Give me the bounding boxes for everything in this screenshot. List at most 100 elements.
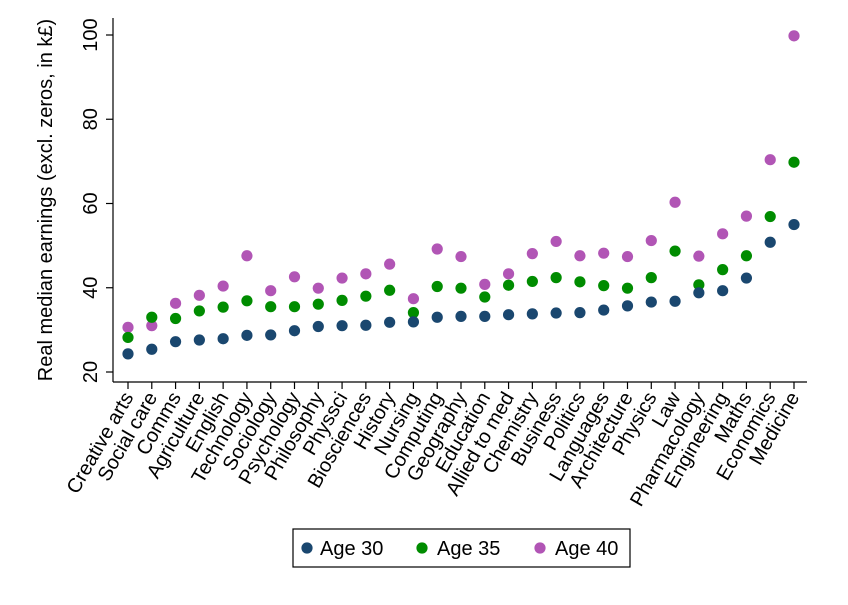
data-point: [312, 320, 324, 333]
data-point: [693, 279, 705, 291]
data-point: [265, 301, 277, 313]
data-point: [764, 236, 776, 248]
data-point: [669, 295, 681, 307]
data-point: [288, 301, 301, 313]
data-point: [502, 279, 515, 291]
series-age-40: [122, 30, 800, 333]
data-point: [384, 284, 396, 296]
data-point: [788, 30, 800, 42]
data-point: [621, 250, 634, 263]
data-point: [407, 307, 420, 319]
legend-label: Age 40: [555, 538, 618, 560]
data-point: [574, 307, 586, 319]
data-point: [312, 298, 324, 310]
legend-label: Age 30: [320, 538, 383, 560]
data-point: [502, 309, 515, 321]
series-age-30: [122, 218, 800, 360]
data-point: [407, 293, 420, 305]
data-point: [217, 280, 229, 292]
data-point: [479, 310, 491, 322]
legend-marker: [301, 542, 313, 554]
data-point: [740, 272, 753, 284]
data-point: [479, 278, 491, 290]
data-point: [455, 310, 467, 322]
y-ticks: 20 40 60 80 100: [80, 18, 113, 383]
data-point: [384, 316, 396, 328]
data-point: [764, 210, 776, 223]
data-point: [550, 272, 562, 284]
data-point: [740, 250, 753, 262]
data-point: [645, 272, 657, 284]
data-point: [431, 243, 443, 255]
data-point: [550, 307, 562, 319]
legend-marker: [534, 542, 546, 554]
data-point: [265, 329, 277, 341]
data-point: [193, 305, 205, 317]
data-point: [526, 308, 538, 320]
y-tick-label: 80: [80, 108, 102, 130]
data-point: [502, 268, 515, 280]
data-point: [146, 320, 158, 332]
data-point: [479, 291, 491, 303]
data-points: [122, 30, 800, 360]
data-point: [241, 295, 253, 307]
data-point: [407, 316, 420, 328]
data-point: [336, 320, 348, 332]
data-point: [645, 234, 657, 247]
series-age-35: [122, 156, 800, 344]
data-point: [265, 285, 277, 297]
data-point: [788, 218, 800, 231]
data-point: [336, 294, 348, 306]
data-point: [336, 272, 348, 284]
data-point: [621, 300, 634, 312]
y-tick-label: 100: [80, 18, 102, 51]
data-point: [669, 196, 681, 208]
data-point: [360, 268, 372, 280]
data-point: [717, 285, 729, 297]
data-point: [598, 304, 610, 316]
data-point: [146, 343, 158, 355]
data-point: [526, 275, 538, 288]
data-point: [384, 258, 396, 270]
data-point: [598, 247, 610, 259]
data-point: [360, 319, 372, 331]
data-point: [241, 250, 253, 262]
data-point: [312, 282, 324, 294]
data-point: [717, 264, 729, 276]
data-point: [169, 297, 182, 309]
data-point: [455, 282, 467, 294]
data-point: [740, 210, 753, 222]
data-point: [455, 250, 467, 263]
data-point: [217, 333, 229, 345]
data-point: [193, 334, 205, 346]
legend-marker: [416, 542, 428, 554]
data-point: [550, 235, 562, 248]
data-point: [669, 245, 681, 257]
data-point: [574, 250, 586, 262]
data-point: [598, 280, 610, 292]
data-point: [122, 321, 134, 333]
data-point: [764, 154, 776, 166]
data-point: [574, 276, 586, 288]
data-point: [621, 282, 634, 294]
data-point: [431, 311, 443, 323]
y-tick-label: 60: [80, 192, 102, 214]
data-point: [288, 271, 301, 283]
data-point: [693, 250, 705, 262]
data-point: [241, 329, 253, 341]
legend-box: [292, 528, 631, 568]
y-tick-label: 20: [80, 361, 102, 383]
data-point: [431, 280, 443, 293]
data-point: [217, 301, 229, 313]
legend-label: Age 35: [437, 538, 500, 560]
data-point: [788, 156, 800, 168]
data-point: [288, 325, 301, 337]
data-point: [122, 348, 134, 360]
data-point: [169, 336, 182, 348]
data-point: [645, 296, 657, 308]
y-tick-label: 40: [80, 277, 102, 299]
legend: Age 30 Age 35 Age 40: [292, 528, 631, 568]
data-point: [122, 331, 134, 344]
